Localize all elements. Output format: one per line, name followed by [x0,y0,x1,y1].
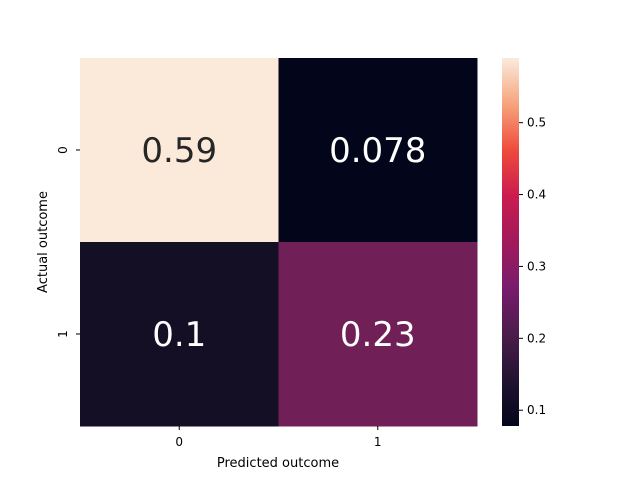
y-axis-ticks: 01 [56,146,80,338]
colorbar-ticks: 0.1 0.2 0.3 0.4 0.5 [519,116,546,417]
cell-annotation-1-0: 0.1 [152,315,206,355]
cell-annotations: 0.59 0.078 0.1 0.23 [141,131,426,355]
heatmap-cell-1-1 [278,242,478,427]
x-tick-label: 1 [374,435,382,449]
y-axis-label: Actual outcome [36,191,51,293]
cell-annotation-0-1: 0.078 [329,131,426,171]
heatmap-cell-0-1 [278,58,478,243]
heatmap-cell-1-0 [80,242,279,427]
colorbar-tick-label: 0.4 [527,188,546,202]
colorbar-tick-label: 0.1 [527,403,546,417]
y-tick-label: 0 [56,146,70,154]
colorbar [502,58,519,426]
y-tick-label: 1 [56,330,70,338]
colorbar-tick-label: 0.3 [527,259,546,273]
x-axis-label: Predicted outcome [217,456,339,471]
cell-annotation-1-1: 0.23 [340,315,416,355]
heatmap-cell-0-0 [80,58,279,243]
cell-annotation-0-0: 0.59 [141,131,217,171]
x-tick-label: 0 [175,435,183,449]
colorbar-tick-label: 0.2 [527,331,546,345]
colorbar-tick-label: 0.5 [527,116,546,130]
heatmap-cells [80,58,478,427]
